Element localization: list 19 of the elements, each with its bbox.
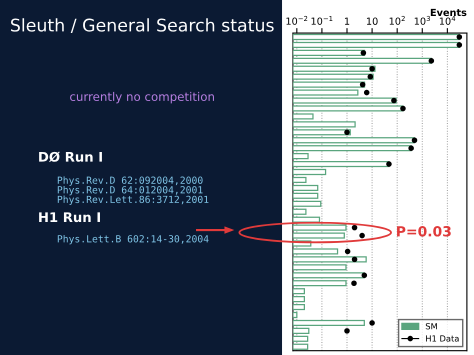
text: Phys.Rev.D 62:092004,2000 [58, 176, 203, 186]
text: Phys.Rev.Lett.86:3712,2001 [58, 196, 208, 205]
text: Sleuth / General Search status [11, 18, 274, 34]
x-tick-label: 10 [366, 18, 378, 25]
text: currently no competition [70, 92, 214, 104]
text: Phys.Rev.D 64:012004,2001 [58, 186, 203, 196]
text: H1 Run I [39, 212, 100, 222]
text: Phys.Lett.B 602:14-30,2004 [58, 234, 209, 244]
text: DØ Run I [39, 152, 102, 162]
annotation: P=0.03 [397, 226, 451, 237]
x-tick-label: 1 [344, 18, 350, 25]
x-axis-title: Events [430, 8, 466, 16]
legend-label: H1 Data [426, 335, 459, 342]
x-tick-label: 10$^{2}$ [390, 16, 405, 25]
x-tick-label: 10$^{−2}$ [286, 16, 308, 25]
x-tick-label: 10$^{3}$ [414, 16, 430, 25]
x-tick-label: 10$^{−1}$ [312, 16, 332, 25]
legend-label: SM [426, 323, 437, 330]
x-tick-label: 10$^{4}$ [440, 16, 456, 25]
